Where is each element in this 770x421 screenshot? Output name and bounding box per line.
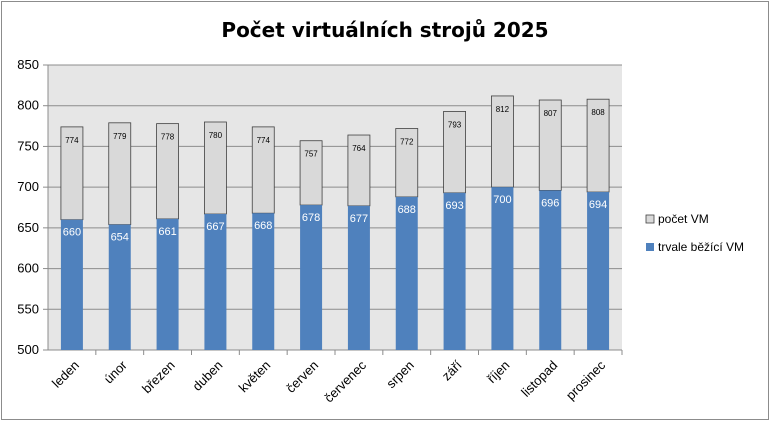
x-category-label: duben [189,358,225,394]
x-category-label: květen [236,358,274,396]
bar-pocet-vm [395,128,419,198]
x-category-label: říjen [484,358,512,386]
data-label-pocet-vm: 778 [161,133,175,142]
data-label-pocet-vm: 764 [352,144,366,153]
data-label-trvale-bezici-vm: 688 [398,204,416,216]
bar-trvale-bezici-vm [204,214,227,350]
data-label-pocet-vm: 774 [257,136,271,145]
legend-label-pocet-vm: počet VM [658,212,709,226]
chart-title: Počet virtuálních strojů 2025 [221,18,549,42]
y-tick-label: 650 [17,220,39,235]
bar-trvale-bezici-vm [587,192,610,350]
legend-swatch-trvale-bezici-vm [646,243,654,251]
x-category-label: leden [49,358,82,391]
bar-trvale-bezici-vm [491,187,514,350]
data-label-pocet-vm: 812 [496,105,510,114]
plot-area [48,65,622,350]
data-label-pocet-vm: 757 [304,150,318,159]
data-label-trvale-bezici-vm: 668 [254,220,272,232]
data-label-pocet-vm: 774 [65,136,79,145]
bar-trvale-bezici-vm [156,218,179,350]
y-tick-label: 500 [17,342,39,357]
data-label-trvale-bezici-vm: 661 [158,226,176,238]
data-label-trvale-bezici-vm: 694 [589,199,607,211]
data-label-pocet-vm: 772 [400,138,414,147]
bar-trvale-bezici-vm [60,219,83,350]
bar-trvale-bezici-vm [443,192,466,350]
data-label-pocet-vm: 808 [591,108,605,117]
y-tick-label: 600 [17,261,39,276]
x-category-label: srpen [383,358,417,392]
data-label-trvale-bezici-vm: 677 [350,213,368,225]
legend-label-trvale-bezici-vm: trvale běžící VM [658,240,744,254]
data-label-trvale-bezici-vm: 660 [63,227,81,239]
y-tick-label: 800 [17,98,39,113]
data-label-trvale-bezici-vm: 693 [445,200,463,212]
x-category-label: únor [101,357,130,386]
bar-trvale-bezici-vm [252,213,275,350]
bar-trvale-bezici-vm [539,190,562,350]
data-label-trvale-bezici-vm: 654 [111,232,129,244]
data-label-pocet-vm: 807 [544,109,558,118]
data-label-trvale-bezici-vm: 678 [302,212,320,224]
data-label-trvale-bezici-vm: 667 [206,221,224,233]
x-category-label: září [439,357,465,383]
data-label-pocet-vm: 780 [209,131,223,140]
x-category-label: červenec [321,357,369,405]
data-label-trvale-bezici-vm: 696 [541,197,559,209]
y-tick-label: 850 [17,57,39,72]
y-tick-label: 700 [17,179,39,194]
x-category-label: prosinec [563,357,609,403]
y-tick-label: 550 [17,301,39,316]
bar-trvale-bezici-vm [300,205,323,350]
data-label-trvale-bezici-vm: 700 [493,194,511,206]
y-tick-label: 750 [17,138,39,153]
data-label-pocet-vm: 779 [113,132,127,141]
x-category-label: březen [139,358,178,397]
data-label-pocet-vm: 793 [448,120,462,129]
bar-trvale-bezici-vm [108,224,131,350]
x-category-label: listopad [518,358,560,400]
bar-trvale-bezici-vm [395,196,418,350]
legend-swatch-pocet-vm [645,214,655,224]
bar-trvale-bezici-vm [347,205,370,350]
x-category-label: červen [283,358,321,396]
